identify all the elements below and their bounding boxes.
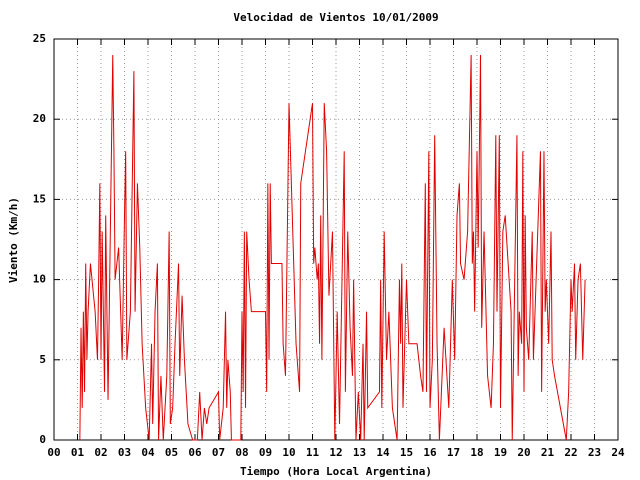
x-tick-label: 18 [470, 446, 483, 459]
x-tick-label: 21 [541, 446, 555, 459]
x-tick-label: 23 [588, 446, 601, 459]
x-tick-label: 20 [517, 446, 530, 459]
x-tick-label: 01 [71, 446, 85, 459]
x-tick-label: 06 [188, 446, 202, 459]
y-axis-label: Viento (Km/h) [7, 197, 20, 283]
x-tick-label: 00 [47, 446, 60, 459]
y-tick-label: 10 [33, 273, 46, 286]
plot-border [53, 38, 619, 441]
x-tick-label: 03 [118, 446, 131, 459]
x-tick-label: 13 [353, 446, 366, 459]
x-axis-label: Tiempo (Hora Local Argentina) [240, 465, 432, 478]
data-line [79, 55, 586, 441]
x-tick-label: 02 [94, 446, 107, 459]
x-tick-label: 04 [141, 446, 155, 459]
x-tick-label: 07 [212, 446, 225, 459]
y-tick-label: 15 [33, 192, 46, 205]
y-tick-label: 0 [39, 433, 46, 446]
y-tick-label: 20 [33, 112, 46, 125]
x-tick-label: 22 [564, 446, 577, 459]
x-tick-label: 15 [400, 446, 413, 459]
chart-title: Velocidad de Vientos 10/01/2009 [233, 11, 438, 24]
x-tick-label: 19 [494, 446, 507, 459]
x-tick-label: 09 [259, 446, 272, 459]
y-tick-label: 5 [39, 353, 46, 366]
y-tick-label: 25 [33, 32, 46, 45]
x-tick-label: 11 [306, 446, 320, 459]
x-tick-label: 12 [329, 446, 342, 459]
x-tick-label: 08 [235, 446, 248, 459]
x-tick-label: 16 [423, 446, 437, 459]
x-tick-label: 05 [165, 446, 178, 459]
x-tick-label: 24 [611, 446, 625, 459]
x-tick-label: 14 [376, 446, 390, 459]
x-tick-label: 10 [282, 446, 295, 459]
x-tick-label: 17 [447, 446, 460, 459]
